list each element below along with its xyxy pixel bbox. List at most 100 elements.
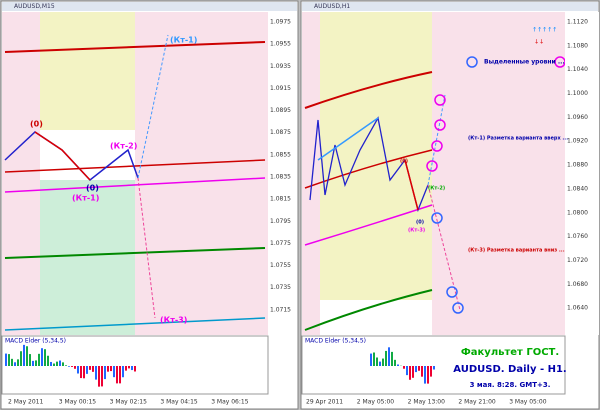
macd-bar xyxy=(38,353,40,366)
price-label: 1.0715 xyxy=(270,306,291,313)
wave-label: (Кт-3) xyxy=(160,316,187,325)
arrows-down: ↓↓ xyxy=(534,39,544,46)
macd-bar xyxy=(44,349,46,366)
macd-bar xyxy=(20,351,22,366)
left-blue-line xyxy=(4,317,266,331)
left-red-line xyxy=(4,41,266,53)
wave-label: (0) xyxy=(416,220,424,226)
price-label: 1.0720 xyxy=(567,257,588,264)
macd-bar xyxy=(41,348,43,366)
macd-bar xyxy=(403,366,405,369)
price-label: 1.0640 xyxy=(567,305,588,312)
macd-bar xyxy=(92,366,94,372)
macd-bar xyxy=(17,359,19,366)
macd-bar xyxy=(427,366,429,384)
macd-bar xyxy=(29,354,31,366)
price-label: 1.0815 xyxy=(270,196,291,203)
circle xyxy=(434,94,446,106)
right-yellow-zone xyxy=(320,12,432,300)
macd-bar xyxy=(418,366,420,371)
price-label: 1.0920 xyxy=(567,138,588,145)
time-label: 2 May 2011 xyxy=(8,399,43,406)
circle xyxy=(452,302,464,314)
circle xyxy=(446,286,458,298)
price-label: 1.0880 xyxy=(567,162,588,169)
macd-bar xyxy=(125,366,127,371)
macd-bar xyxy=(77,366,79,374)
macd-bar xyxy=(421,366,423,377)
macd-bar xyxy=(98,366,100,387)
circle xyxy=(431,212,443,224)
macd-bar xyxy=(373,352,375,366)
wave-label: (Кт-3) xyxy=(408,228,425,234)
left-green-zone xyxy=(40,180,135,335)
price-label: 1.0755 xyxy=(270,262,291,269)
macd-bar xyxy=(433,366,435,370)
caption: Факультет ГОСТ. xyxy=(461,347,559,358)
macd-bar xyxy=(388,347,390,366)
time-label: 2 May 05:00 xyxy=(357,399,395,406)
wave-label: (0) xyxy=(400,159,408,165)
macd-bar xyxy=(107,366,109,372)
macd-bar xyxy=(370,353,372,366)
macd-bar xyxy=(430,366,432,377)
right-forecast-down xyxy=(427,184,461,311)
caption: AUDUSD. Daily - H1. xyxy=(453,364,566,375)
macd-bar xyxy=(47,355,49,366)
macd-bar xyxy=(134,366,136,372)
macd-bar xyxy=(113,366,115,378)
price-label: 1.0775 xyxy=(270,240,291,247)
price-label: 1.1000 xyxy=(567,90,588,97)
macd-bar xyxy=(95,366,97,380)
wave-label: (Кт-1) xyxy=(170,36,197,45)
macd-bar xyxy=(53,363,55,366)
right-red-leg xyxy=(404,159,419,211)
macd-bar xyxy=(122,366,124,378)
wave-label: (0) xyxy=(30,120,43,129)
macd-bar xyxy=(110,366,112,372)
left-green-line xyxy=(4,247,266,259)
circle xyxy=(431,140,443,152)
left-titlebar xyxy=(2,2,297,11)
price-label: 1.0875 xyxy=(270,129,291,136)
macd-bar xyxy=(8,354,10,366)
macd-bar xyxy=(59,360,61,366)
wave-label: (Кт-3) Разметка варианта вниз ... xyxy=(468,248,565,254)
macd-bar xyxy=(26,346,28,366)
macd-bar xyxy=(376,357,378,366)
wave-label: Выделенные уровни ... xyxy=(484,59,565,66)
price-label: 1.0735 xyxy=(270,284,291,291)
left-forecast-up xyxy=(137,34,169,179)
circle xyxy=(434,119,446,131)
macd-bar xyxy=(101,366,103,387)
right-price-axis xyxy=(565,12,599,335)
macd-bar xyxy=(394,359,396,366)
price-label: 1.0895 xyxy=(270,107,291,114)
price-label: 1.0855 xyxy=(270,151,291,158)
macd-bar xyxy=(14,362,16,366)
macd-bar xyxy=(83,366,85,379)
macd-bar xyxy=(62,362,64,366)
price-label: 1.0935 xyxy=(270,63,291,70)
macd-bar xyxy=(382,358,384,366)
macd-bar xyxy=(89,366,91,370)
price-label: 1.1120 xyxy=(567,19,588,26)
price-label: 1.0915 xyxy=(270,85,291,92)
caption: 3 мая. 8:28. GMT+3. xyxy=(470,381,551,389)
right-titlebar xyxy=(302,2,598,11)
price-label: 1.0800 xyxy=(567,209,588,216)
right-red-line xyxy=(304,149,433,189)
macd-bar xyxy=(391,351,393,366)
price-label: 1.0960 xyxy=(567,114,588,121)
macd-bar xyxy=(424,366,426,384)
right-red-line xyxy=(304,71,433,109)
right-forecast-up xyxy=(427,94,446,186)
time-label: 2 May 21:00 xyxy=(458,399,496,406)
right-green-line xyxy=(304,289,433,331)
macd-bar xyxy=(68,366,70,367)
macd-bar xyxy=(56,361,58,366)
macd-bar xyxy=(74,366,76,369)
macd-bar xyxy=(379,361,381,366)
price-label: 1.0795 xyxy=(270,218,291,225)
left-white-zone xyxy=(40,130,135,180)
